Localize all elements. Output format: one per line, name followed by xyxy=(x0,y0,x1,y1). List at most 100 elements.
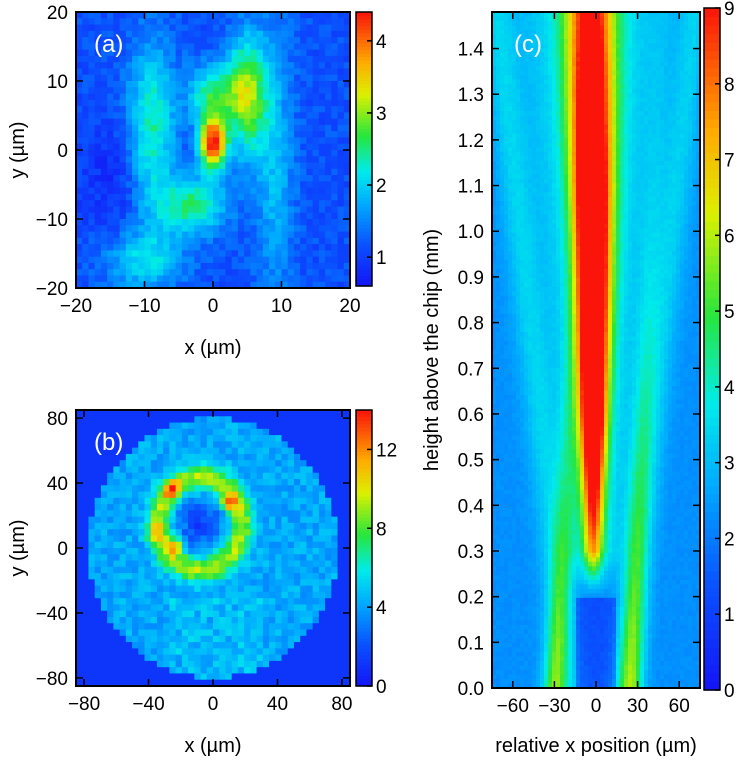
heatmap-cell xyxy=(325,62,332,69)
colorbar-swatch xyxy=(356,462,372,466)
heatmap-cell xyxy=(95,257,102,264)
heatmap-cell xyxy=(294,50,301,57)
heatmap-cell xyxy=(194,163,201,170)
heatmap-cell xyxy=(225,498,232,505)
heatmap-cell xyxy=(596,71,601,76)
heatmap-cell xyxy=(145,275,152,282)
heatmap-cell xyxy=(163,416,170,423)
heatmap-cell xyxy=(325,441,332,448)
heatmap-cell xyxy=(288,200,295,207)
heatmap-cell xyxy=(300,441,307,448)
heatmap-cell xyxy=(113,18,120,25)
heatmap-cell xyxy=(282,517,289,524)
colorbar-swatch xyxy=(356,662,372,666)
heatmap-cell xyxy=(325,219,332,226)
heatmap-cell xyxy=(219,37,226,44)
heatmap-cell xyxy=(126,642,133,649)
heatmap-cell xyxy=(138,269,145,276)
heatmap-cell xyxy=(282,598,289,605)
heatmap-cell xyxy=(592,53,597,58)
heatmap-cell xyxy=(101,573,108,580)
heatmap-cell xyxy=(288,175,295,182)
heatmap-cell xyxy=(257,454,264,461)
heatmap-cell xyxy=(275,523,282,530)
heatmap-cell xyxy=(668,35,673,40)
heatmap-cell xyxy=(151,416,158,423)
heatmap-cell xyxy=(225,200,232,207)
heatmap-cell xyxy=(282,56,289,63)
heatmap-cell xyxy=(331,94,338,101)
heatmap-cell xyxy=(232,661,239,668)
heatmap-cell xyxy=(225,194,232,201)
heatmap-cell xyxy=(213,567,220,574)
heatmap-cell xyxy=(101,131,108,138)
heatmap-cell xyxy=(331,611,338,618)
heatmap-cell xyxy=(201,623,208,630)
heatmap-cell xyxy=(338,592,345,599)
heatmap-cell xyxy=(244,554,251,561)
heatmap-cell xyxy=(188,542,195,549)
heatmap-cell xyxy=(157,257,164,264)
heatmap-cell xyxy=(628,21,633,26)
heatmap-cell xyxy=(250,269,257,276)
heatmap-cell xyxy=(282,188,289,195)
heatmap-cell xyxy=(145,623,152,630)
heatmap-cell xyxy=(263,75,270,82)
heatmap-cell xyxy=(300,244,307,251)
heatmap-cell xyxy=(138,150,145,157)
heatmap-cell xyxy=(176,200,183,207)
heatmap-cell xyxy=(213,188,220,195)
heatmap-cell xyxy=(76,87,83,94)
heatmap-cell xyxy=(219,573,226,580)
colorbar-swatch xyxy=(356,163,372,167)
heatmap-cell xyxy=(188,416,195,423)
heatmap-cell xyxy=(201,112,208,119)
heatmap-cell xyxy=(282,611,289,618)
heatmap-cell xyxy=(138,257,145,264)
heatmap-cell xyxy=(504,48,509,53)
heatmap-cell xyxy=(612,53,617,58)
heatmap-cell xyxy=(325,636,332,643)
heatmap-cell xyxy=(113,573,120,580)
heatmap-cell xyxy=(257,238,264,245)
heatmap-cell xyxy=(508,39,513,44)
heatmap-cell xyxy=(76,510,83,517)
heatmap-cell xyxy=(95,416,102,423)
heatmap-cell xyxy=(648,57,653,62)
heatmap-cell xyxy=(176,448,183,455)
heatmap-cell xyxy=(132,604,139,611)
heatmap-cell xyxy=(232,163,239,170)
heatmap-cell xyxy=(331,219,338,226)
heatmap-cell xyxy=(257,100,264,107)
heatmap-cell xyxy=(624,75,629,80)
heatmap-cell xyxy=(113,466,120,473)
heatmap-cell xyxy=(238,156,245,163)
heatmap-cell xyxy=(95,598,102,605)
heatmap-cell xyxy=(556,71,561,76)
heatmap-cell xyxy=(219,655,226,662)
heatmap-cell xyxy=(300,206,307,213)
heatmap-cell xyxy=(338,655,345,662)
heatmap-cell xyxy=(120,648,127,655)
heatmap-cell xyxy=(288,611,295,618)
heatmap-cell xyxy=(250,498,257,505)
heatmap-cell xyxy=(338,269,345,276)
heatmap-cell xyxy=(188,106,195,113)
heatmap-cell xyxy=(225,137,232,144)
heatmap-cell xyxy=(151,435,158,442)
heatmap-cell xyxy=(313,31,320,38)
heatmap-cell xyxy=(232,592,239,599)
colorbar-swatch xyxy=(356,156,372,160)
heatmap-cell xyxy=(275,617,282,624)
heatmap-cell xyxy=(331,473,338,480)
heatmap-cell xyxy=(201,604,208,611)
heatmap-cell xyxy=(250,416,257,423)
heatmap-cell xyxy=(101,250,108,257)
heatmap-cell xyxy=(138,75,145,82)
heatmap-cell xyxy=(145,75,152,82)
heatmap-cell xyxy=(157,523,164,530)
heatmap-cell xyxy=(338,31,345,38)
heatmap-cell xyxy=(552,84,557,89)
heatmap-cell xyxy=(138,510,145,517)
heatmap-cell xyxy=(300,219,307,226)
